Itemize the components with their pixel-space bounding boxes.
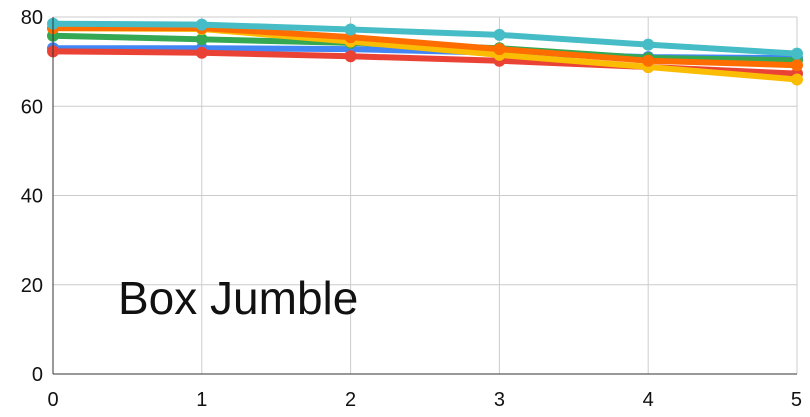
chart-annotation: Box Jumble <box>118 272 358 324</box>
y-tick-label: 0 <box>32 364 43 386</box>
x-tick-label: 3 <box>494 389 505 411</box>
data-point <box>791 73 803 86</box>
axes <box>52 17 797 375</box>
y-tick-label: 60 <box>21 96 43 118</box>
data-point <box>493 43 506 56</box>
data-point <box>195 46 208 59</box>
x-tick-label: 1 <box>196 389 207 411</box>
series-6 <box>47 17 803 60</box>
data-point <box>791 47 803 60</box>
series-line <box>50 20 800 57</box>
data-point <box>493 28 506 41</box>
data-point <box>195 18 208 31</box>
data-point <box>791 59 803 72</box>
data-point <box>344 23 357 36</box>
x-tick-label: 5 <box>791 389 802 411</box>
x-tick-label: 2 <box>345 389 356 411</box>
y-tick-label: 20 <box>21 275 43 297</box>
data-point <box>344 50 357 63</box>
x-tick-label: 0 <box>47 389 58 411</box>
y-tick-label: 80 <box>21 7 43 29</box>
tick-labels: 0 20 40 60 80 0 1 2 3 4 5 <box>21 7 802 411</box>
data-point <box>642 54 655 67</box>
y-tick-label: 40 <box>21 186 43 208</box>
data-point <box>642 38 655 51</box>
series-lines <box>47 17 803 86</box>
x-tick-label: 4 <box>643 389 654 411</box>
series-line <box>50 25 800 69</box>
data-point <box>195 33 208 46</box>
grid <box>53 16 798 374</box>
